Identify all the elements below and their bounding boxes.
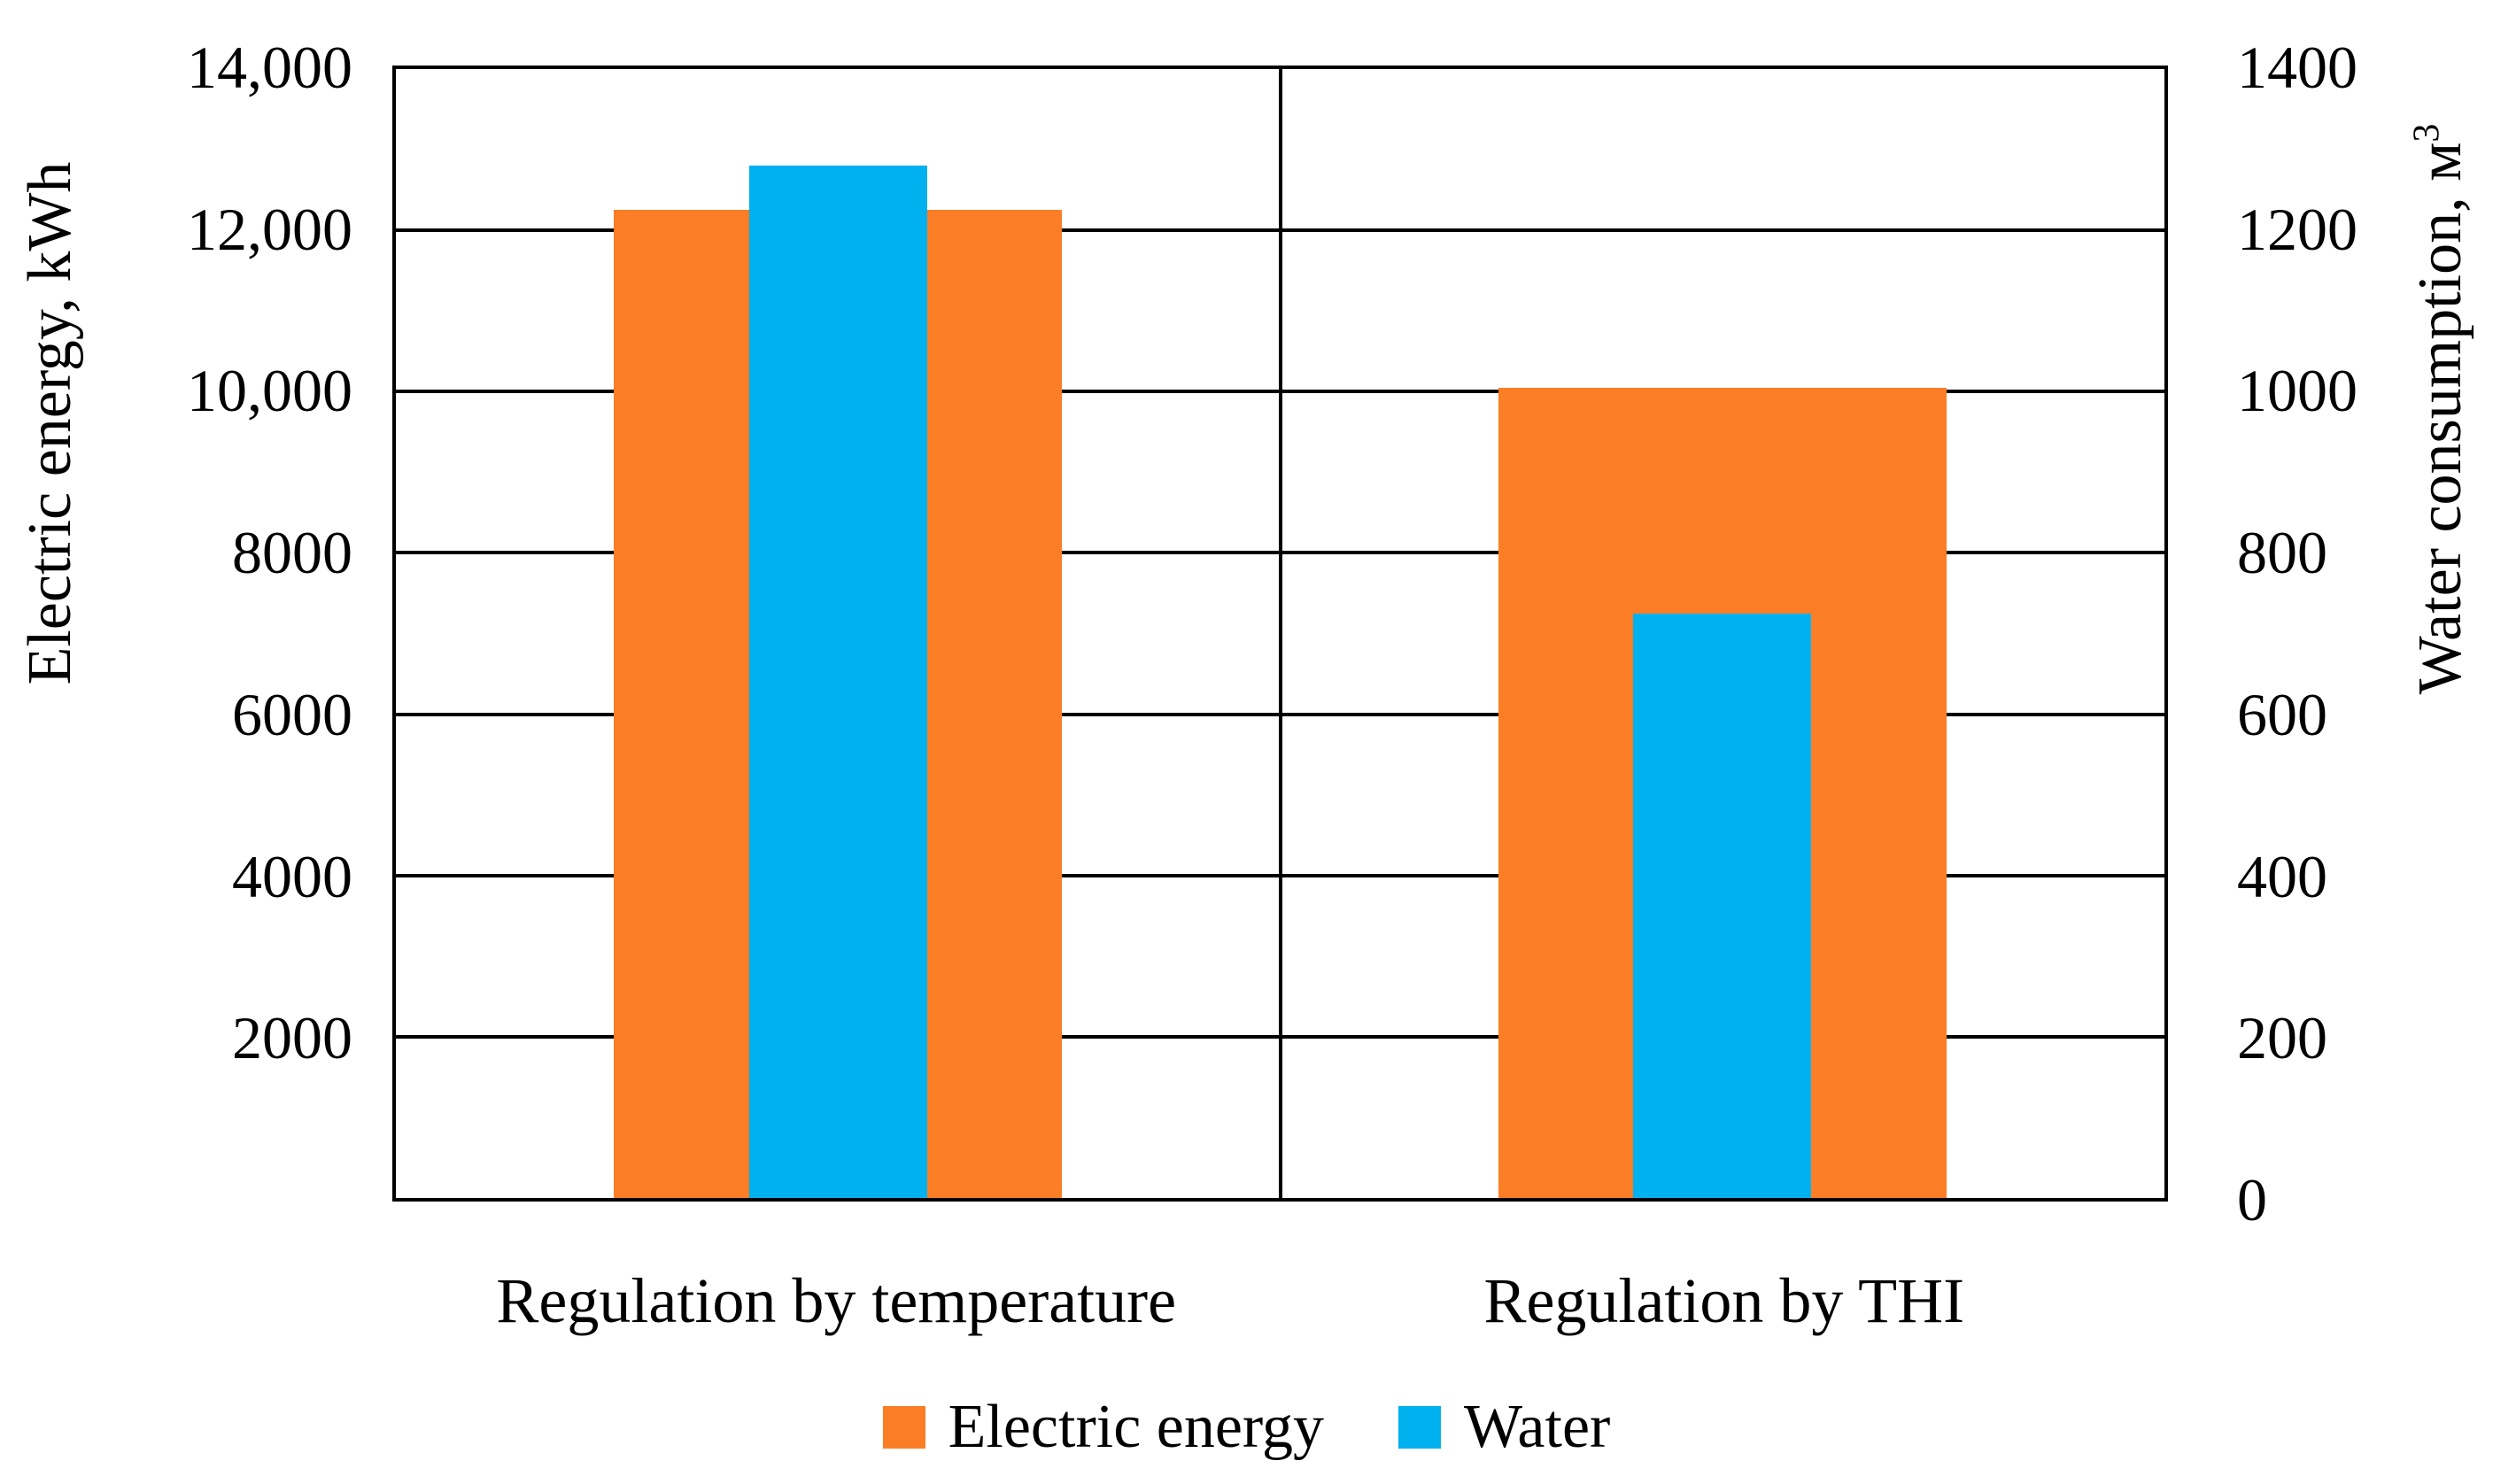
legend-item: Electric energy (882, 1393, 1324, 1461)
legend-swatch-icon (1397, 1406, 1441, 1449)
gridline (396, 551, 2164, 555)
left-axis-tick-label: 10,000 (187, 357, 352, 425)
right-axis-tick-label: 400 (2237, 842, 2327, 910)
right-axis-tick-label: 600 (2237, 680, 2327, 748)
right-axis-title-superscript: 3 (2406, 123, 2448, 143)
right-axis-tick-label: 1200 (2237, 195, 2358, 263)
plot-area (392, 66, 2168, 1202)
category-label-0: Regulation by temperature (496, 1265, 1177, 1336)
right-axis-tick-label: 1000 (2237, 357, 2358, 425)
category-label-1: Regulation by THI (1483, 1265, 1965, 1336)
gridline (396, 1034, 2164, 1039)
legend-label: Electric energy (948, 1393, 1324, 1461)
right-axis-tick-label: 200 (2237, 1004, 2327, 1072)
legend: Electric energy Water (0, 1383, 2493, 1472)
left-axis-tick-label: 2000 (232, 1004, 352, 1072)
gridline (396, 712, 2164, 716)
category-divider-line (1278, 69, 1282, 1198)
bar-water-0 (748, 166, 927, 1198)
right-axis-title: Water consumption, м3 (2406, 123, 2474, 695)
legend-label: Water (1463, 1393, 1611, 1461)
left-axis-tick-label: 6000 (232, 680, 352, 748)
left-axis-tick-label: 4000 (232, 842, 352, 910)
left-axis-tick-label: 14,000 (187, 34, 352, 101)
right-axis-tick-label: 800 (2237, 519, 2327, 587)
right-axis-title-text: Water consumption, м (2406, 142, 2474, 695)
gridline (396, 228, 2164, 233)
legend-swatch-icon (882, 1406, 925, 1449)
left-axis-tick-label: 12,000 (187, 195, 352, 263)
left-axis-tick-label: 8000 (232, 519, 352, 587)
gridline (396, 390, 2164, 394)
gridline (396, 873, 2164, 877)
bar-water-1 (1633, 613, 1812, 1198)
legend-item: Water (1397, 1393, 1611, 1461)
right-axis-tick-label: 1400 (2237, 34, 2358, 101)
right-axis-tick-label: 0 (2237, 1166, 2267, 1233)
